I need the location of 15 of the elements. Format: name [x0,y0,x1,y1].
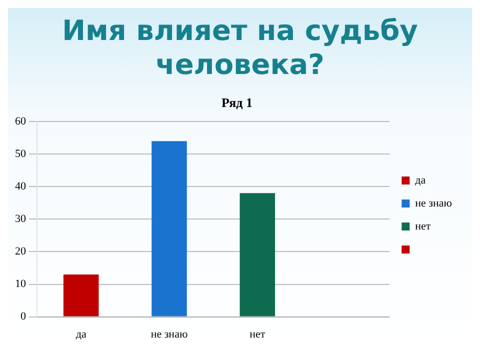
y-tick-label: 0 [20,310,26,323]
y-tick-label: 60 [15,115,26,128]
y-tick-label: 40 [15,180,26,193]
legend-label: не знаю [415,197,452,210]
x-tick-label: нет [250,328,266,340]
y-tick-label: 30 [15,213,26,226]
legend-label: нет [415,220,431,232]
legend-label: да [415,174,426,186]
y-tick-label: 20 [15,246,26,258]
chart-title: Имя влияет на судьбу человека? [61,13,419,82]
chart-subtitle: Ряд 1 [222,95,252,110]
y-tick-label: 50 [15,148,26,160]
y-tick-label: 10 [15,278,26,290]
x-tick-label: да [76,328,86,340]
x-tick-label: не знаю [150,328,188,340]
